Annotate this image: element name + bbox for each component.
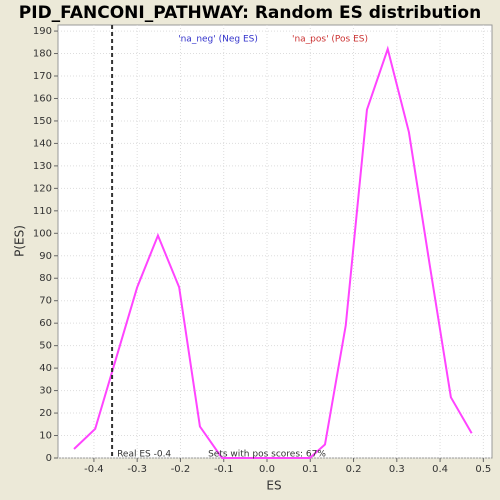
y-tick-label: 30 [39,386,52,397]
y-tick-label: 0 [46,453,52,464]
x-tick-label: 0.1 [302,464,318,475]
y-tick-label: 140 [33,138,52,149]
y-tick-label: 100 [33,228,52,239]
y-tick-label: 60 [39,318,52,329]
x-tick-label: 0.5 [475,464,491,475]
x-tick-label: -0.1 [214,464,234,475]
y-tick-label: 20 [39,408,52,419]
y-tick-label: 150 [33,116,52,127]
x-tick-label: -0.3 [127,464,147,475]
y-axis-label: P(ES) [13,225,27,257]
y-tick-label: 10 [39,431,52,442]
y-tick-label: 120 [33,183,52,194]
x-axis-label: ES [266,479,281,493]
x-tick-label: -0.2 [171,464,191,475]
y-tick-label: 170 [33,71,52,82]
line [73,45,473,459]
legend-entry: 'na_neg' (Neg ES) [178,35,258,45]
x-tick-label: 0.4 [432,464,448,475]
y-tick-label: 40 [39,363,52,374]
chart-title: PID_FANCONI_PATHWAY: Random ES distribut… [19,3,481,23]
annotation: Sets with pos scores: 67% [208,450,326,460]
x-tick-label: 0.3 [389,464,405,475]
legend-entry: 'na_pos' (Pos ES) [292,35,368,45]
y-tick-label: 180 [33,49,52,60]
plot-area [57,24,493,459]
x-tick-label: 0.0 [259,464,275,475]
x-tick-label: -0.4 [84,464,104,475]
y-tick-label: 110 [33,206,52,217]
x-tick-label: 0.2 [346,464,362,475]
y-tick-label: 190 [33,26,52,37]
y-tick-label: 50 [39,341,52,352]
y-tick-label: 80 [39,273,52,284]
y-tick-label: 90 [39,251,52,262]
y-tick-label: 130 [33,161,52,172]
annotation: Real ES -0.4 [117,450,171,460]
y-tick-label: 70 [39,296,52,307]
y-tick-label: 160 [33,93,52,104]
